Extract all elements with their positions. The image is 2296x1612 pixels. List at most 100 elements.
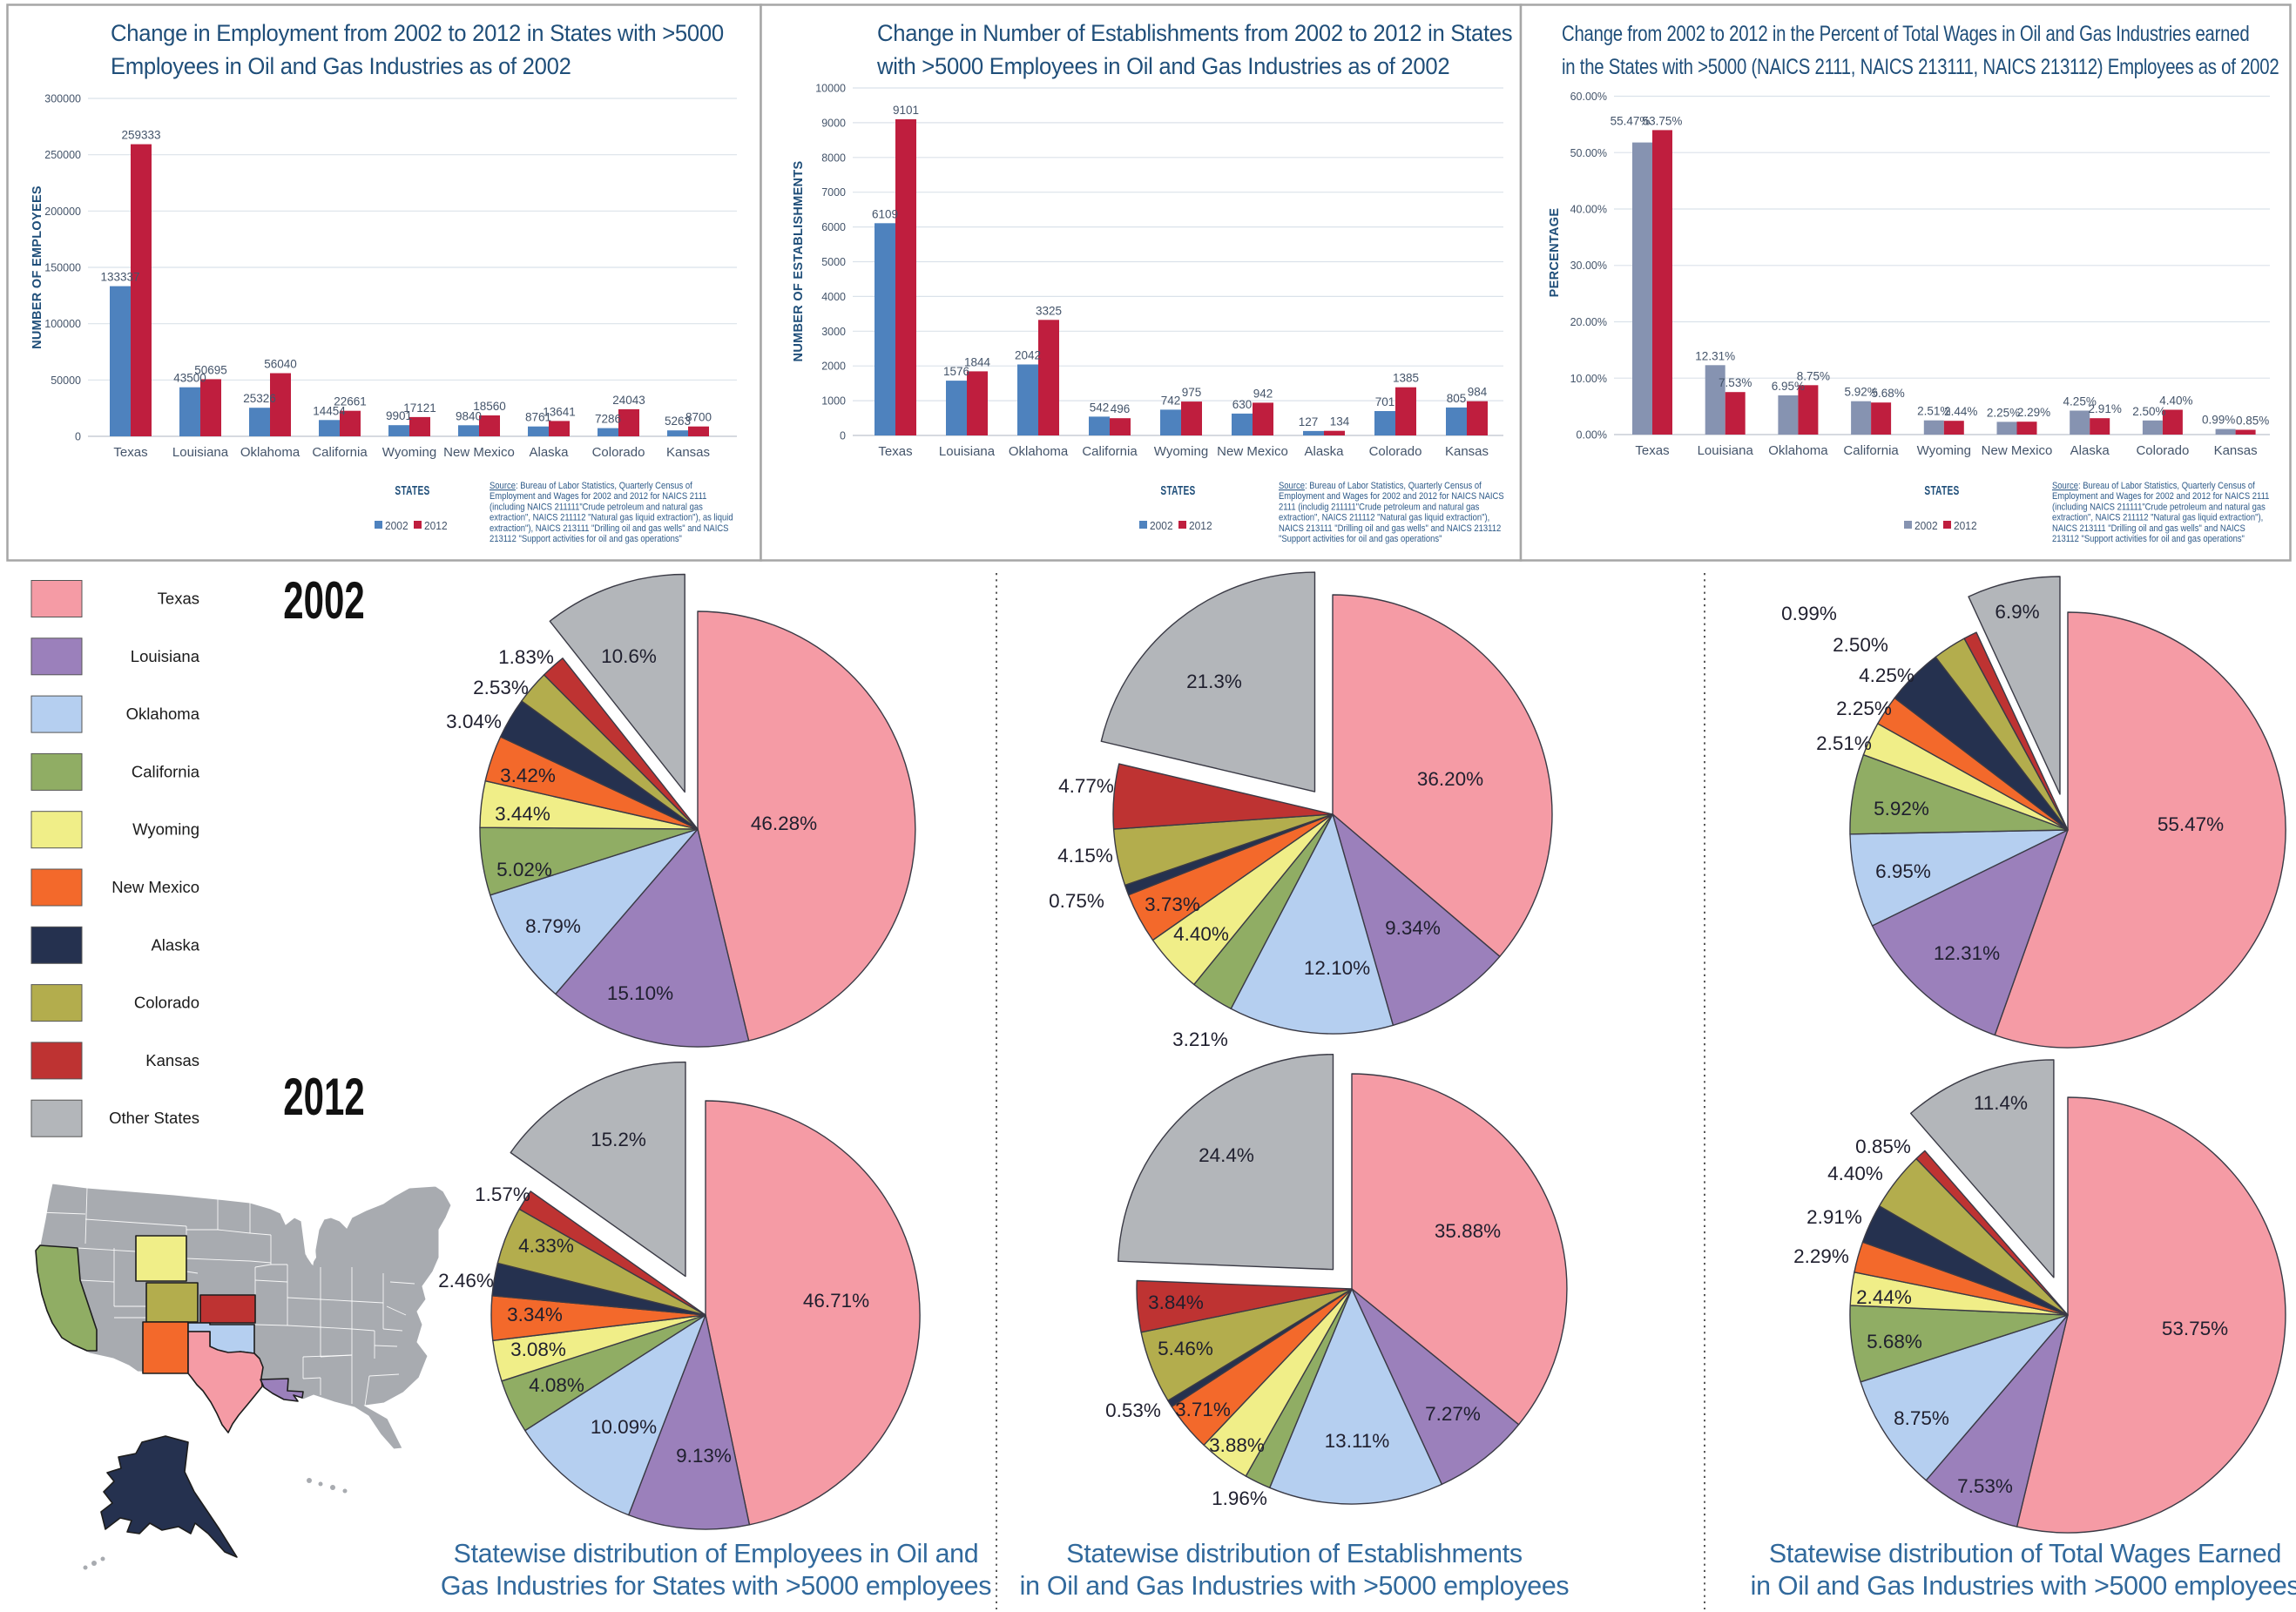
svg-text:4000: 4000 <box>821 291 846 303</box>
svg-text:9901: 9901 <box>386 409 412 422</box>
svg-text:2012: 2012 <box>283 1068 364 1126</box>
svg-text:Louisiana: Louisiana <box>939 444 996 459</box>
svg-text:5000: 5000 <box>821 256 846 268</box>
svg-text:5.68%: 5.68% <box>1871 387 1904 400</box>
svg-text:0.85%: 0.85% <box>1855 1136 1911 1157</box>
svg-text:0.99%: 0.99% <box>2202 414 2235 427</box>
svg-text:extraction", NAICS 211112 "Nat: extraction", NAICS 211112 "Natural gas l… <box>2052 513 2263 523</box>
svg-text:7.53%: 7.53% <box>1957 1475 2013 1497</box>
svg-text:Wyoming: Wyoming <box>1917 443 1971 458</box>
svg-text:15.2%: 15.2% <box>591 1129 646 1150</box>
svg-text:NUMBER OF EMPLOYEES: NUMBER OF EMPLOYEES <box>30 185 44 349</box>
svg-text:35.88%: 35.88% <box>1435 1220 1501 1242</box>
svg-text:1.83%: 1.83% <box>498 646 554 668</box>
svg-text:with >5000 Employees in Oil an: with >5000 Employees in Oil and Gas Indu… <box>876 52 1449 79</box>
svg-text:9101: 9101 <box>893 104 919 117</box>
svg-text:Kansas: Kansas <box>666 445 710 460</box>
svg-text:10.6%: 10.6% <box>601 645 657 667</box>
svg-text:Colorado: Colorado <box>592 445 645 460</box>
svg-text:0.00%: 0.00% <box>1577 429 1607 442</box>
svg-text:630: 630 <box>1232 398 1253 411</box>
svg-text:3.71%: 3.71% <box>1175 1399 1231 1420</box>
svg-text:15.10%: 15.10% <box>607 982 673 1004</box>
svg-text:2002: 2002 <box>1150 520 1173 533</box>
svg-text:4.40%: 4.40% <box>1827 1163 1883 1184</box>
svg-text:0.75%: 0.75% <box>1049 890 1104 912</box>
svg-text:Alaska: Alaska <box>2070 443 2110 458</box>
svg-text:150000: 150000 <box>44 262 81 274</box>
svg-text:Employment and Wages for 2002: Employment and Wages for 2002 and 2012 f… <box>1279 492 1504 502</box>
svg-text:742: 742 <box>1161 394 1181 407</box>
svg-text:6.95%: 6.95% <box>1875 860 1931 882</box>
svg-text:46.71%: 46.71% <box>803 1290 869 1312</box>
svg-text:1000: 1000 <box>821 395 846 408</box>
svg-text:8.75%: 8.75% <box>1797 369 1830 382</box>
svg-text:4.25%: 4.25% <box>2063 395 2097 408</box>
svg-text:2.51%: 2.51% <box>1816 732 1872 754</box>
svg-text:4.40%: 4.40% <box>2159 395 2192 408</box>
svg-text:975: 975 <box>1182 386 1202 399</box>
svg-text:14454: 14454 <box>313 404 346 417</box>
svg-text:60.00%: 60.00% <box>1570 91 1607 103</box>
svg-text:Oklahoma: Oklahoma <box>240 445 301 460</box>
svg-text:Employment and Wages for 2002: Employment and Wages for 2002 and 2012 f… <box>2052 492 2270 502</box>
svg-text:50.00%: 50.00% <box>1570 147 1607 159</box>
svg-text:Wyoming: Wyoming <box>132 820 199 839</box>
svg-text:21.3%: 21.3% <box>1186 671 1242 692</box>
svg-text:133337: 133337 <box>100 271 139 284</box>
svg-text:PERCENTAGE: PERCENTAGE <box>1548 208 1562 298</box>
svg-text:8.75%: 8.75% <box>1894 1407 1949 1429</box>
svg-text:0.53%: 0.53% <box>1105 1400 1161 1421</box>
svg-text:Kansas: Kansas <box>2214 443 2258 458</box>
svg-text:Other States: Other States <box>109 1109 199 1127</box>
svg-text:2002: 2002 <box>1914 520 1938 533</box>
svg-text:30.00%: 30.00% <box>1570 260 1607 272</box>
svg-text:3.88%: 3.88% <box>1209 1434 1265 1456</box>
svg-text:2.46%: 2.46% <box>438 1270 494 1292</box>
svg-text:Kansas: Kansas <box>145 1051 199 1069</box>
svg-text:9000: 9000 <box>821 117 846 129</box>
svg-text:213112 "Support activities for: 213112 "Support activities for oil and g… <box>490 534 682 544</box>
svg-text:1844: 1844 <box>964 355 991 368</box>
svg-text:0.99%: 0.99% <box>1781 603 1837 624</box>
svg-text:259333: 259333 <box>121 129 160 142</box>
svg-text:18560: 18560 <box>473 400 506 413</box>
svg-text:46.28%: 46.28% <box>751 813 817 834</box>
svg-text:Employees in Oil and Gas Indus: Employees in Oil and Gas Industries as o… <box>111 52 571 79</box>
svg-text:805: 805 <box>1447 392 1467 405</box>
svg-text:Gas Industries for States with: Gas Industries for States with >5000 emp… <box>441 1570 991 1601</box>
svg-text:2012: 2012 <box>1189 520 1212 533</box>
svg-text:NAICS 213111 "Drilling oil and: NAICS 213111 "Drilling oil and gas wells… <box>2052 523 2245 534</box>
svg-text:extraction", NAICS 211112 "Nat: extraction", NAICS 211112 "Natural gas l… <box>490 513 733 523</box>
svg-text:in Oil and Gas Industries with: in Oil and Gas Industries with >5000 emp… <box>1020 1570 1570 1601</box>
svg-text:4.40%: 4.40% <box>1173 923 1229 945</box>
svg-text:10000: 10000 <box>815 83 846 95</box>
svg-text:California: California <box>312 445 368 460</box>
svg-text:300000: 300000 <box>44 93 81 105</box>
svg-text:2111 (includig 211111"Crude pe: 2111 (includig 211111"Crude petroleum an… <box>1279 502 1479 513</box>
svg-text:Change in Number of Establishm: Change in Number of Establishments from … <box>877 19 1512 46</box>
svg-text:250000: 250000 <box>44 149 81 161</box>
svg-text:4.08%: 4.08% <box>529 1374 584 1396</box>
svg-text:56040: 56040 <box>264 358 297 371</box>
svg-text:53.75%: 53.75% <box>2162 1318 2228 1339</box>
svg-text:California: California <box>1843 443 1899 458</box>
svg-text:STATES: STATES <box>1924 483 1959 497</box>
svg-text:Change in Employment from 2002: Change in Employment from 2002 to 2012 i… <box>111 19 724 46</box>
svg-text:2.51%: 2.51% <box>1917 405 1950 418</box>
svg-text:Source: Bureau of Labor Statis: Source: Bureau of Labor Statistics, Quar… <box>490 481 692 491</box>
svg-text:New Mexico: New Mexico <box>443 445 515 460</box>
svg-text:2002: 2002 <box>385 520 409 533</box>
svg-text:2.91%: 2.91% <box>1806 1206 1862 1228</box>
svg-text:6.95%: 6.95% <box>1772 380 1805 393</box>
svg-text:California: California <box>1082 444 1138 459</box>
svg-text:Colorado: Colorado <box>1369 444 1422 459</box>
svg-text:California: California <box>132 762 200 780</box>
svg-text:5.02%: 5.02% <box>496 859 552 880</box>
svg-text:extraction"), NAICS 213111 "Dr: extraction"), NAICS 213111 "Drilling oil… <box>490 523 729 534</box>
svg-text:3325: 3325 <box>1036 304 1062 317</box>
svg-text:2.44%: 2.44% <box>1856 1286 1912 1308</box>
svg-text:4.33%: 4.33% <box>518 1235 574 1257</box>
svg-text:Oklahoma: Oklahoma <box>1009 444 1069 459</box>
svg-text:43500: 43500 <box>173 372 206 385</box>
